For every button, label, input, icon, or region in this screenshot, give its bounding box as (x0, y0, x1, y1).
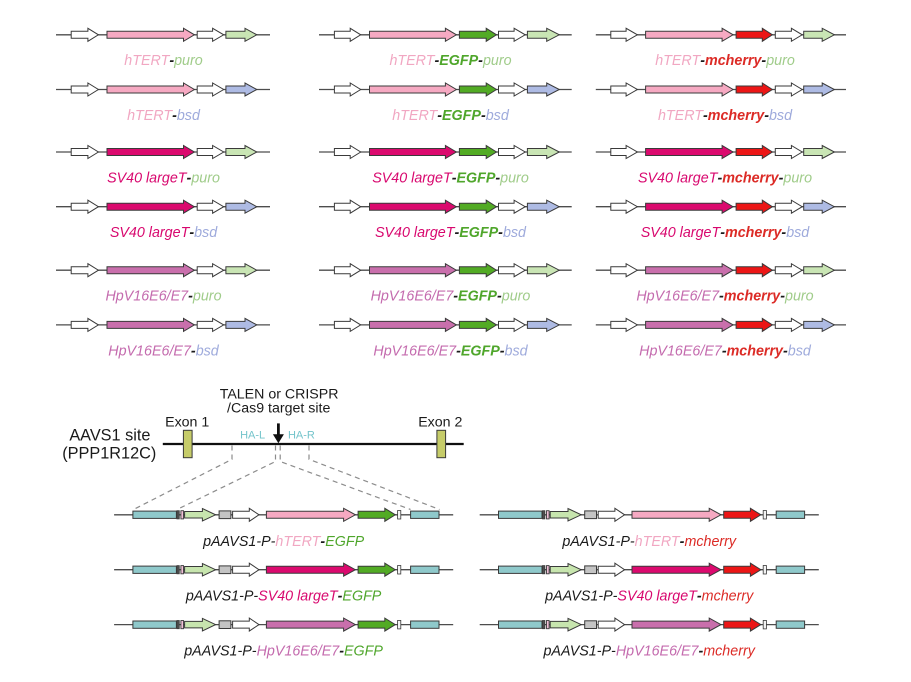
svg-text:SV40 largeT-puro: SV40 largeT-puro (107, 170, 220, 186)
svg-text:hTERT-EGFP-bsd: hTERT-EGFP-bsd (392, 108, 510, 124)
svg-text:SV40 largeT-mcherry-puro: SV40 largeT-mcherry-puro (638, 170, 812, 186)
svg-text:TALEN or CRISPR: TALEN or CRISPR (220, 387, 339, 403)
svg-text:Exon 2: Exon 2 (418, 414, 462, 430)
svg-text:HA-L: HA-L (240, 429, 265, 441)
svg-text:SV40 largeT-bsd: SV40 largeT-bsd (110, 225, 218, 241)
svg-text:hTERT-bsd: hTERT-bsd (127, 108, 201, 124)
svg-text:HpV16E6/E7-bsd: HpV16E6/E7-bsd (108, 343, 220, 359)
svg-text:Exon 1: Exon 1 (165, 414, 209, 430)
svg-text:hTERT-mcherry-puro: hTERT-mcherry-puro (655, 53, 795, 69)
svg-text:SV40 largeT-EGFP-puro: SV40 largeT-EGFP-puro (372, 170, 529, 186)
svg-text:(PPP1R12C): (PPP1R12C) (62, 445, 156, 463)
svg-text:SV40 largeT-mcherry-bsd: SV40 largeT-mcherry-bsd (641, 225, 811, 241)
svg-text:HpV16E6/E7-EGFP-puro: HpV16E6/E7-EGFP-puro (371, 289, 531, 305)
svg-text:HA-R: HA-R (288, 429, 315, 441)
svg-text:HpV16E6/E7-mcherry-puro: HpV16E6/E7-mcherry-puro (636, 289, 813, 305)
svg-text:AAVS1 site: AAVS1 site (69, 427, 150, 445)
svg-text:pAAVS1-P-HpV16E6/E7-EGFP: pAAVS1-P-HpV16E6/E7-EGFP (183, 644, 383, 660)
svg-text:HpV16E6/E7-EGFP-bsd: HpV16E6/E7-EGFP-bsd (373, 343, 528, 359)
svg-text:hTERT-mcherry-bsd: hTERT-mcherry-bsd (658, 108, 793, 124)
svg-text:hTERT-EGFP-puro: hTERT-EGFP-puro (389, 53, 511, 69)
svg-text:pAAVS1-P-SV40 largeT-EGFP: pAAVS1-P-SV40 largeT-EGFP (185, 589, 382, 605)
svg-text:SV40 largeT-EGFP-bsd: SV40 largeT-EGFP-bsd (375, 225, 527, 241)
svg-text:/Cas9 target site: /Cas9 target site (227, 401, 330, 417)
svg-text:pAAVS1-P-hTERT-EGFP: pAAVS1-P-hTERT-EGFP (202, 534, 365, 550)
svg-text:HpV16E6/E7-puro: HpV16E6/E7-puro (105, 289, 221, 305)
svg-text:HpV16E6/E7-mcherry-bsd: HpV16E6/E7-mcherry-bsd (639, 343, 812, 359)
svg-text:pAAVS1-P-HpV16E6/E7-mcherry: pAAVS1-P-HpV16E6/E7-mcherry (542, 644, 755, 660)
svg-text:pAAVS1-P-hTERT-mcherry: pAAVS1-P-hTERT-mcherry (561, 534, 737, 550)
svg-text:pAAVS1-P-SV40 largeT-mcherry: pAAVS1-P-SV40 largeT-mcherry (544, 589, 754, 605)
svg-text:hTERT-puro: hTERT-puro (124, 53, 202, 69)
